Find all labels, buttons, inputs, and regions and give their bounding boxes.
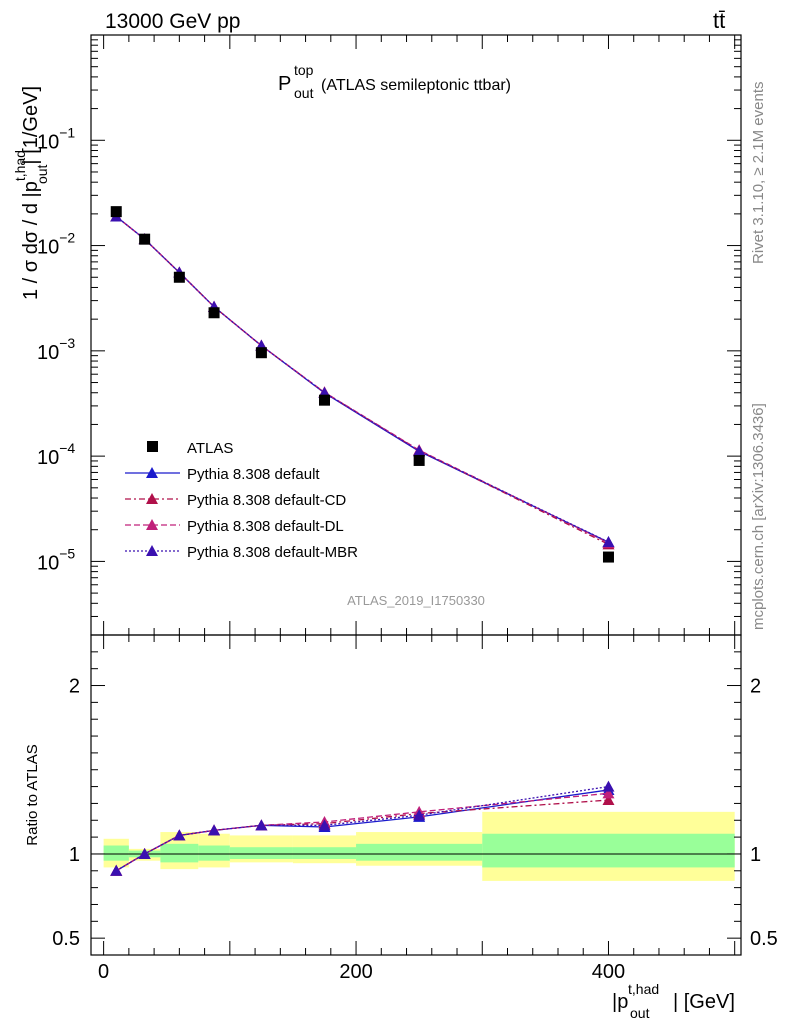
main-ylabel-text: 1 / σ dσ / d |pt,had out| [1/GeV] [12,86,50,300]
rivet-label: Rivet 3.1.10, ≥ 2.1M events [750,82,767,265]
xlabel-sub: out [630,1005,650,1021]
legend-marker [146,493,158,504]
main-axis-ticks: 10−510−410−310−210−1 [37,34,741,636]
legend-marker [146,519,158,530]
y-tick-label: 10−4 [37,440,75,469]
ratio-series [110,780,615,876]
main-panel: 10−510−410−310−210−1 P top out (ATLAS se… [12,34,742,636]
y-tick-base: 10 [37,552,59,574]
ylabel-sub: out [34,164,50,184]
title-main: P [278,73,291,95]
y-tick-exp: −5 [59,545,75,561]
data-point [255,347,267,359]
y-tick-exp: −1 [59,124,75,140]
ratio-ylabel: Ratio to ATLAS [24,744,41,845]
green-band [103,845,129,861]
green-band [198,845,230,861]
y-tick-exp: −3 [59,335,75,351]
title-sup: top [294,62,314,78]
data-point [139,233,151,245]
ratio-panel: 0.5 0.5 1 1 2 2 0 200 400 Ratio to ATLAS |p t,ha… [24,634,778,1021]
ylabel-sup: t,had [12,150,28,181]
data-point [173,271,185,283]
ratio-marker [110,864,123,876]
ratio-marker [602,780,615,792]
xlabel-rest: | [GeV] [673,991,735,1013]
ratio-marker [413,809,426,821]
ratio-marker [602,794,615,806]
green-band [356,843,483,861]
ratio-marker [138,847,151,859]
ratio-marker [208,824,221,836]
analysis-id: ATLAS_2019_I1750330 [347,593,485,608]
ratio-series-line [115,785,609,872]
process-label: tt̄ [713,8,725,33]
green-band [229,847,293,859]
y-tick-exp: −4 [59,440,75,456]
ratio-axis-ticks: 0.5 0.5 1 1 2 2 0 200 400 [52,635,778,983]
ratio-marker [255,819,268,831]
main-ylabel: 1 / σ dσ / d |pt,had out| [1/GeV] [12,86,50,300]
title-rest: (ATLAS semileptonic ttbar) [321,77,511,94]
y-tick-base: 10 [37,447,59,469]
uncertainty-bands [103,811,735,881]
legend-label: Pythia 8.308 default [187,466,320,483]
legend-marker-atlas [147,441,158,452]
y-tick-label: 10−3 [37,335,75,364]
ylabel-part: 1 / σ dσ / d |p [20,181,42,300]
y-tick-base: 10 [37,342,59,364]
ratio-marker [173,829,186,841]
title-sub: out [294,85,314,101]
legend: ATLAS Pythia 8.308 default Pythia 8.308 d… [125,440,358,561]
y-tick-label: 10−5 [37,545,75,574]
data-point [110,206,122,218]
y-tick-base: 10 [37,131,59,153]
main-series [110,210,615,550]
x-tick-label: 400 [592,961,625,983]
green-band [482,833,735,868]
y-tick-base: 10 [37,237,59,259]
x-axis-label: |p t,had out | [GeV] [612,981,735,1021]
x-tick-label: 200 [339,961,372,983]
legend-marker [146,467,158,478]
data-point [602,551,614,563]
legend-label-atlas: ATLAS [187,440,233,457]
xlabel-sup: t,had [628,981,659,997]
ratio-frame [90,634,742,956]
green-band [160,843,199,863]
legend-marker [146,545,158,556]
ratio-y-tick-label-left: 0.5 [52,928,80,950]
x-tick-label: 0 [98,961,109,983]
mcplots-label: mcplots.cern.ch [arXiv:1306.3436] [750,403,767,630]
ylabel-end: | [1/GeV] [20,86,42,165]
ratio-y-tick-label-left: 1 [69,844,80,866]
mc-marker [602,535,615,547]
y-tick-exp: −2 [59,230,75,246]
y-tick-label: 10−1 [37,124,75,153]
green-band [292,847,357,859]
legend-label: Pythia 8.308 default-MBR [187,544,358,561]
ratio-y-tick-label-right: 2 [750,676,761,698]
data-point [318,394,330,406]
y-tick-label: 10−2 [37,230,75,259]
xlabel-main: |p [612,991,628,1013]
ratio-marker [602,787,615,799]
atlas-data-points [110,206,614,563]
data-point [208,307,220,319]
ratio-y-tick-label-right: 1 [750,844,761,866]
mc-marker [413,444,426,456]
data-point [413,454,425,466]
mc-series-line [115,215,609,543]
plot-title: P top out (ATLAS semileptonic ttbar) [278,62,511,101]
legend-label: Pythia 8.308 default-CD [187,492,346,509]
legend-label: Pythia 8.308 default-DL [187,518,344,535]
ratio-marker [318,819,331,831]
energy-label: 13000 GeV pp [105,10,240,33]
ratio-y-tick-label-right: 0.5 [750,928,778,950]
ratio-series-line [115,792,609,872]
ratio-y-tick-label-left: 2 [69,676,80,698]
